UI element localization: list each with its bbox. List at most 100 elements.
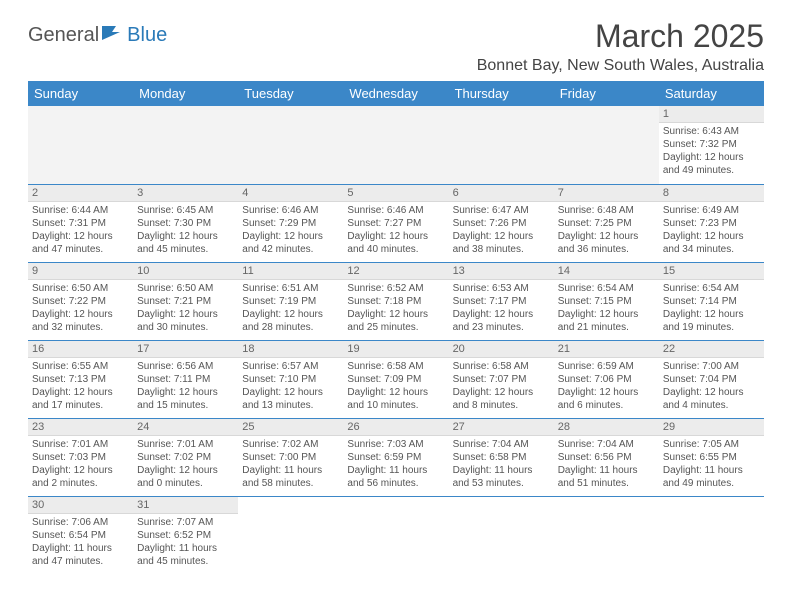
- day-number: 7: [554, 185, 659, 202]
- daylight-text: Daylight: 11 hours and 49 minutes.: [663, 464, 760, 490]
- daylight-text: Daylight: 11 hours and 47 minutes.: [32, 542, 129, 568]
- weekday-header: Thursday: [449, 81, 554, 106]
- sunset-text: Sunset: 7:19 PM: [242, 295, 339, 308]
- sunrise-text: Sunrise: 7:06 AM: [32, 516, 129, 529]
- daylight-text: Daylight: 12 hours and 40 minutes.: [347, 230, 444, 256]
- sunset-text: Sunset: 7:11 PM: [137, 373, 234, 386]
- day-number: 11: [238, 263, 343, 280]
- sunrise-text: Sunrise: 6:57 AM: [242, 360, 339, 373]
- day-number: 29: [659, 419, 764, 436]
- calendar-day-cell: 22Sunrise: 7:00 AMSunset: 7:04 PMDayligh…: [659, 340, 764, 418]
- calendar-day-cell: 27Sunrise: 7:04 AMSunset: 6:58 PMDayligh…: [449, 418, 554, 496]
- calendar-day-cell: 7 Sunrise: 6:48 AMSunset: 7:25 PMDaylight…: [554, 184, 659, 262]
- daylight-text: Daylight: 12 hours and 34 minutes.: [663, 230, 760, 256]
- daylight-text: Daylight: 12 hours and 0 minutes.: [137, 464, 234, 490]
- daylight-text: Daylight: 11 hours and 53 minutes.: [453, 464, 550, 490]
- sunrise-text: Sunrise: 7:05 AM: [663, 438, 760, 451]
- calendar-week-row: 2Sunrise: 6:44 AMSunset: 7:31 PMDaylight…: [28, 184, 764, 262]
- calendar-empty-cell: [238, 106, 343, 184]
- calendar-empty-cell: [343, 106, 448, 184]
- sunset-text: Sunset: 7:00 PM: [242, 451, 339, 464]
- weekday-header-row: SundayMondayTuesdayWednesdayThursdayFrid…: [28, 81, 764, 106]
- daylight-text: Daylight: 12 hours and 23 minutes.: [453, 308, 550, 334]
- sunrise-text: Sunrise: 7:04 AM: [558, 438, 655, 451]
- calendar-day-cell: 13Sunrise: 6:53 AMSunset: 7:17 PMDayligh…: [449, 262, 554, 340]
- day-number: 10: [133, 263, 238, 280]
- sunset-text: Sunset: 7:29 PM: [242, 217, 339, 230]
- calendar-day-cell: 5Sunrise: 6:46 AMSunset: 7:27 PMDaylight…: [343, 184, 448, 262]
- sunset-text: Sunset: 7:02 PM: [137, 451, 234, 464]
- calendar-day-cell: 2Sunrise: 6:44 AMSunset: 7:31 PMDaylight…: [28, 184, 133, 262]
- calendar-day-cell: 30Sunrise: 7:06 AMSunset: 6:54 PMDayligh…: [28, 496, 133, 574]
- daylight-text: Daylight: 12 hours and 15 minutes.: [137, 386, 234, 412]
- sunset-text: Sunset: 7:07 PM: [453, 373, 550, 386]
- daylight-text: Daylight: 12 hours and 4 minutes.: [663, 386, 760, 412]
- calendar-empty-cell: [133, 106, 238, 184]
- daylight-text: Daylight: 12 hours and 17 minutes.: [32, 386, 129, 412]
- day-number: 12: [343, 263, 448, 280]
- sunset-text: Sunset: 7:31 PM: [32, 217, 129, 230]
- daylight-text: Daylight: 12 hours and 49 minutes.: [663, 151, 760, 177]
- calendar-day-cell: 16Sunrise: 6:55 AMSunset: 7:13 PMDayligh…: [28, 340, 133, 418]
- calendar-day-cell: 31Sunrise: 7:07 AMSunset: 6:52 PMDayligh…: [133, 496, 238, 574]
- calendar-day-cell: 8Sunrise: 6:49 AMSunset: 7:23 PMDaylight…: [659, 184, 764, 262]
- calendar-day-cell: 23Sunrise: 7:01 AMSunset: 7:03 PMDayligh…: [28, 418, 133, 496]
- page-title: March 2025: [477, 18, 764, 55]
- sunset-text: Sunset: 6:56 PM: [558, 451, 655, 464]
- sunrise-text: Sunrise: 6:59 AM: [558, 360, 655, 373]
- calendar-day-cell: 3Sunrise: 6:45 AMSunset: 7:30 PMDaylight…: [133, 184, 238, 262]
- sunrise-text: Sunrise: 7:07 AM: [137, 516, 234, 529]
- calendar-day-cell: 14Sunrise: 6:54 AMSunset: 7:15 PMDayligh…: [554, 262, 659, 340]
- day-number: 23: [28, 419, 133, 436]
- calendar-day-cell: 19Sunrise: 6:58 AMSunset: 7:09 PMDayligh…: [343, 340, 448, 418]
- calendar-week-row: 23Sunrise: 7:01 AMSunset: 7:03 PMDayligh…: [28, 418, 764, 496]
- sunset-text: Sunset: 7:25 PM: [558, 217, 655, 230]
- daylight-text: Daylight: 12 hours and 38 minutes.: [453, 230, 550, 256]
- calendar-table: SundayMondayTuesdayWednesdayThursdayFrid…: [28, 81, 764, 574]
- day-number: 26: [343, 419, 448, 436]
- calendar-day-cell: 21Sunrise: 6:59 AMSunset: 7:06 PMDayligh…: [554, 340, 659, 418]
- weekday-header: Friday: [554, 81, 659, 106]
- weekday-header: Sunday: [28, 81, 133, 106]
- sunset-text: Sunset: 7:18 PM: [347, 295, 444, 308]
- sunrise-text: Sunrise: 6:48 AM: [558, 204, 655, 217]
- calendar-day-cell: 17Sunrise: 6:56 AMSunset: 7:11 PMDayligh…: [133, 340, 238, 418]
- sunrise-text: Sunrise: 7:01 AM: [137, 438, 234, 451]
- calendar-day-cell: 28Sunrise: 7:04 AMSunset: 6:56 PMDayligh…: [554, 418, 659, 496]
- day-number: 17: [133, 341, 238, 358]
- daylight-text: Daylight: 12 hours and 36 minutes.: [558, 230, 655, 256]
- logo: General Blue: [28, 18, 167, 47]
- daylight-text: Daylight: 12 hours and 32 minutes.: [32, 308, 129, 334]
- day-number: 27: [449, 419, 554, 436]
- daylight-text: Daylight: 12 hours and 10 minutes.: [347, 386, 444, 412]
- sunset-text: Sunset: 7:30 PM: [137, 217, 234, 230]
- daylight-text: Daylight: 12 hours and 47 minutes.: [32, 230, 129, 256]
- sunrise-text: Sunrise: 7:02 AM: [242, 438, 339, 451]
- day-number: 30: [28, 497, 133, 514]
- sunrise-text: Sunrise: 6:50 AM: [137, 282, 234, 295]
- sunset-text: Sunset: 7:22 PM: [32, 295, 129, 308]
- sunrise-text: Sunrise: 6:58 AM: [453, 360, 550, 373]
- daylight-text: Daylight: 12 hours and 28 minutes.: [242, 308, 339, 334]
- daylight-text: Daylight: 11 hours and 51 minutes.: [558, 464, 655, 490]
- sunset-text: Sunset: 7:32 PM: [663, 138, 760, 151]
- sunrise-text: Sunrise: 7:04 AM: [453, 438, 550, 451]
- day-number: 6: [449, 185, 554, 202]
- daylight-text: Daylight: 12 hours and 8 minutes.: [453, 386, 550, 412]
- sunset-text: Sunset: 7:04 PM: [663, 373, 760, 386]
- sunrise-text: Sunrise: 6:49 AM: [663, 204, 760, 217]
- day-number: 16: [28, 341, 133, 358]
- calendar-week-row: 16Sunrise: 6:55 AMSunset: 7:13 PMDayligh…: [28, 340, 764, 418]
- sunset-text: Sunset: 7:15 PM: [558, 295, 655, 308]
- daylight-text: Daylight: 11 hours and 58 minutes.: [242, 464, 339, 490]
- calendar-week-row: 9Sunrise: 6:50 AMSunset: 7:22 PMDaylight…: [28, 262, 764, 340]
- calendar-day-cell: 20Sunrise: 6:58 AMSunset: 7:07 PMDayligh…: [449, 340, 554, 418]
- sunset-text: Sunset: 7:23 PM: [663, 217, 760, 230]
- day-number: 5: [343, 185, 448, 202]
- sunrise-text: Sunrise: 6:53 AM: [453, 282, 550, 295]
- calendar-day-cell: 24Sunrise: 7:01 AMSunset: 7:02 PMDayligh…: [133, 418, 238, 496]
- sunrise-text: Sunrise: 6:52 AM: [347, 282, 444, 295]
- sunset-text: Sunset: 7:17 PM: [453, 295, 550, 308]
- day-number: 19: [343, 341, 448, 358]
- sunrise-text: Sunrise: 6:58 AM: [347, 360, 444, 373]
